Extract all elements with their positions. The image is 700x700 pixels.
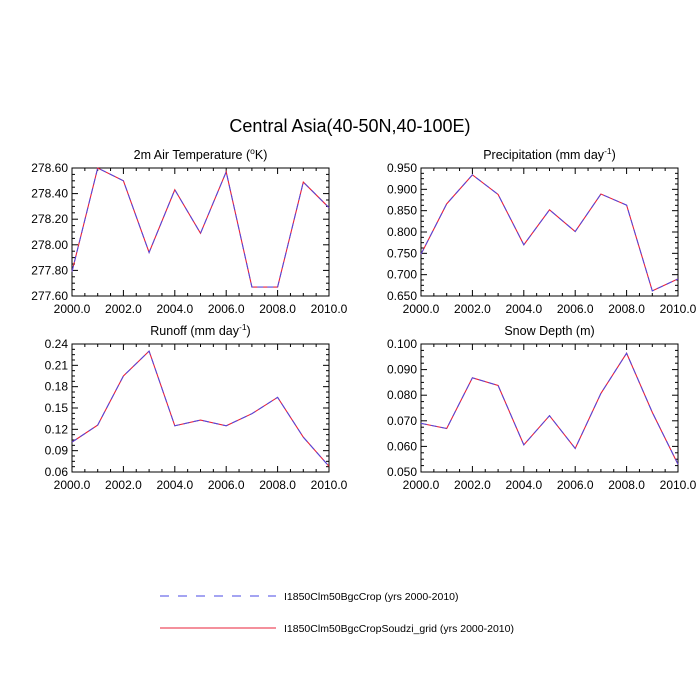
x-tick-label: 2004.0	[156, 302, 193, 316]
series-line-bgccrop	[71, 167, 330, 288]
series-line-soudzi-grid	[71, 350, 330, 467]
panel-title-text: Runoff (mm day	[150, 324, 239, 338]
y-tick-label: 0.15	[45, 401, 69, 415]
y-tick-label: 0.100	[387, 337, 417, 351]
x-tick-label: 2008.0	[608, 302, 645, 316]
y-tick-label: 277.80	[31, 263, 68, 277]
y-tick-label: 0.080	[387, 388, 417, 402]
series-line-soudzi-grid	[420, 174, 679, 292]
plot-frame	[420, 167, 679, 297]
x-tick-label: 2010.0	[311, 302, 348, 316]
y-tick-label: 0.850	[387, 204, 417, 218]
x-tick-label: 2010.0	[660, 478, 697, 492]
x-tick-label: 2006.0	[208, 302, 245, 316]
legend-item-bgccrop: I1850Clm50BgcCrop (yrs 2000-2010)	[160, 591, 459, 603]
series-line-bgccrop	[420, 352, 679, 465]
y-tick-label: 0.800	[387, 225, 417, 239]
panel-runoff: Runoff (mm day-1) 2000.0 2002.0 2004.0 2006.…	[45, 322, 348, 492]
x-tick-label: 2008.0	[608, 478, 645, 492]
series-line-bgccrop	[71, 350, 330, 467]
y-tick-label: 0.12	[45, 422, 69, 436]
panels: 2m Air Temperature (oK) 2000.0 2002.0 2004.…	[31, 146, 696, 492]
panel-title-text: Snow Depth (m)	[504, 324, 594, 338]
x-tick-label: 2002.0	[454, 302, 491, 316]
y-tick-label: 277.60	[31, 289, 68, 303]
legend-label: I1850Clm50BgcCropSoudzi_grid (yrs 2000-2…	[284, 623, 514, 635]
panel-title-superscript: -1	[239, 322, 247, 332]
series-line-soudzi-grid	[71, 167, 330, 288]
y-tick-label: 0.700	[387, 268, 417, 282]
x-tick-label: 2006.0	[557, 302, 594, 316]
y-tick-label: 0.18	[45, 380, 69, 394]
y-tick-label: 278.20	[31, 212, 68, 226]
y-tick-label: 0.24	[45, 337, 69, 351]
y-tick-label: 278.60	[31, 161, 68, 175]
x-tick-label: 2000.0	[54, 478, 91, 492]
panel-precipitation: Precipitation (mm day-1) 2000.0 2002.0 2004…	[387, 146, 697, 316]
y-tick-label: 0.09	[45, 444, 69, 458]
x-tick-label: 2000.0	[403, 478, 440, 492]
panel-title-text: Precipitation (mm day	[483, 148, 605, 162]
x-tick-label: 2002.0	[105, 302, 142, 316]
y-tick-label: 0.050	[387, 465, 417, 479]
x-tick-label: 2000.0	[403, 302, 440, 316]
series-line-bgccrop	[420, 174, 679, 292]
legend-item-soudzi-grid: I1850Clm50BgcCropSoudzi_grid (yrs 2000-2…	[160, 623, 514, 635]
x-tick-label: 2006.0	[557, 478, 594, 492]
panel-title: Runoff (mm day-1)	[150, 322, 250, 338]
panel-snow-depth: Snow Depth (m) 2000.0 2002.0 2004.0 2006.0 20…	[387, 324, 697, 492]
y-tick-label: 278.40	[31, 187, 68, 201]
legend-label: I1850Clm50BgcCrop (yrs 2000-2010)	[284, 591, 459, 603]
y-tick-label: 0.900	[387, 182, 417, 196]
x-tick-label: 2004.0	[505, 478, 542, 492]
plot-frame	[71, 343, 330, 473]
x-tick-label: 2004.0	[505, 302, 542, 316]
x-tick-label: 2008.0	[259, 302, 296, 316]
y-tick-label: 0.21	[45, 358, 69, 372]
panel-air-temperature: 2m Air Temperature (oK) 2000.0 2002.0 2004.…	[31, 146, 347, 316]
x-tick-label: 2004.0	[156, 478, 193, 492]
x-tick-label: 2010.0	[311, 478, 348, 492]
y-tick-label: 0.090	[387, 363, 417, 377]
panel-title-suffix: )	[247, 324, 251, 338]
panel-title-suffix: K)	[255, 148, 268, 162]
panel-title: Snow Depth (m)	[504, 324, 594, 338]
panel-title-superscript: -1	[604, 146, 612, 156]
x-tick-label: 2010.0	[660, 302, 697, 316]
legend: I1850Clm50BgcCrop (yrs 2000-2010) I1850Cl…	[160, 591, 514, 635]
panel-title: Precipitation (mm day-1)	[483, 146, 616, 162]
y-tick-label: 0.06	[45, 465, 69, 479]
x-tick-label: 2000.0	[54, 302, 91, 316]
figure-title: Central Asia(40-50N,40-100E)	[229, 116, 470, 136]
y-tick-label: 0.070	[387, 414, 417, 428]
y-tick-label: 278.00	[31, 238, 68, 252]
y-tick-label: 0.650	[387, 289, 417, 303]
y-tick-label: 0.750	[387, 246, 417, 260]
series-line-soudzi-grid	[420, 352, 679, 465]
x-tick-label: 2002.0	[454, 478, 491, 492]
y-tick-label: 0.060	[387, 439, 417, 453]
plot-frame	[420, 343, 679, 473]
panel-title-superscript: o	[250, 146, 255, 156]
y-tick-label: 0.950	[387, 161, 417, 175]
x-tick-label: 2006.0	[208, 478, 245, 492]
panel-title-text: 2m Air Temperature (	[134, 148, 251, 162]
panel-title: 2m Air Temperature (oK)	[134, 146, 268, 162]
panel-title-suffix: )	[612, 148, 616, 162]
x-tick-label: 2008.0	[259, 478, 296, 492]
x-tick-label: 2002.0	[105, 478, 142, 492]
